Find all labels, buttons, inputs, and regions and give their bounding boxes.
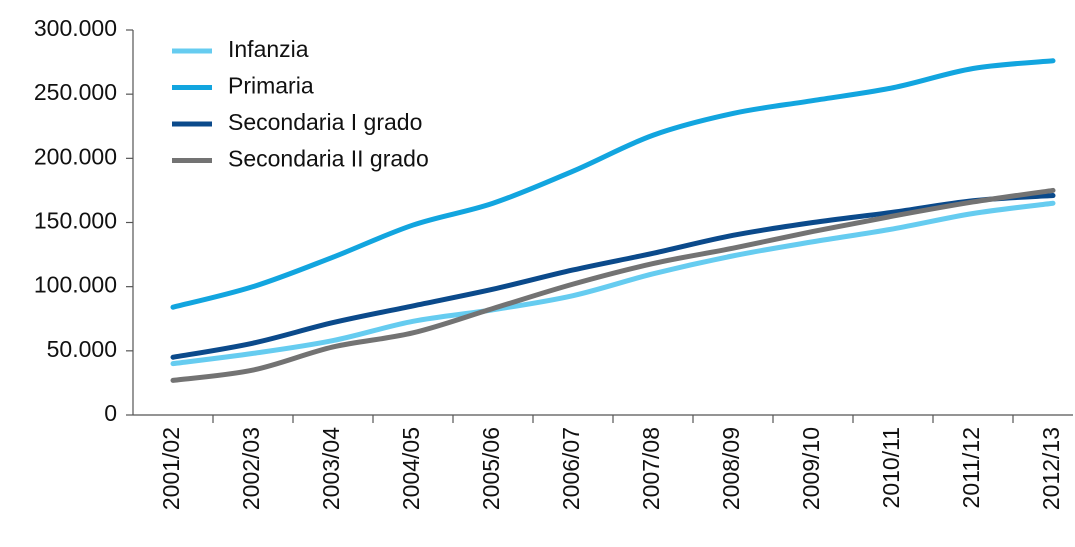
y-tick-label: 0	[104, 400, 117, 426]
x-tick-label: 2002/03	[238, 427, 264, 510]
y-tick-label: 50.000	[47, 336, 117, 362]
x-tick-label: 2009/10	[798, 427, 824, 510]
legend-label: Secondaria II grado	[228, 146, 429, 172]
x-tick-label: 2008/09	[718, 427, 744, 510]
x-tick-label: 2010/11	[878, 427, 904, 508]
y-tick-label: 100.000	[34, 272, 117, 298]
y-tick-label: 300.000	[34, 15, 117, 41]
x-tick-label: 2005/06	[478, 427, 504, 510]
x-tick-label: 2007/08	[638, 427, 664, 510]
series-line	[170, 187, 1056, 383]
y-tick-label: 250.000	[34, 79, 117, 105]
legend-label: Infanzia	[228, 36, 309, 62]
legend-label: Primaria	[228, 73, 314, 99]
y-tick-label: 200.000	[34, 143, 117, 169]
series-line	[170, 193, 1056, 360]
x-tick-label: 2006/07	[558, 427, 584, 510]
legend-label: Secondaria I grado	[228, 109, 422, 135]
x-tick-label: 2003/04	[318, 427, 344, 510]
x-tick-label: 2004/05	[398, 427, 424, 510]
y-tick-label: 150.000	[34, 208, 117, 234]
x-tick-label: 2011/12	[958, 427, 984, 508]
series-line	[170, 200, 1056, 367]
series-line	[170, 58, 1056, 310]
x-tick-label: 2001/02	[158, 427, 184, 510]
x-tick-label: 2012/13	[1038, 427, 1064, 510]
